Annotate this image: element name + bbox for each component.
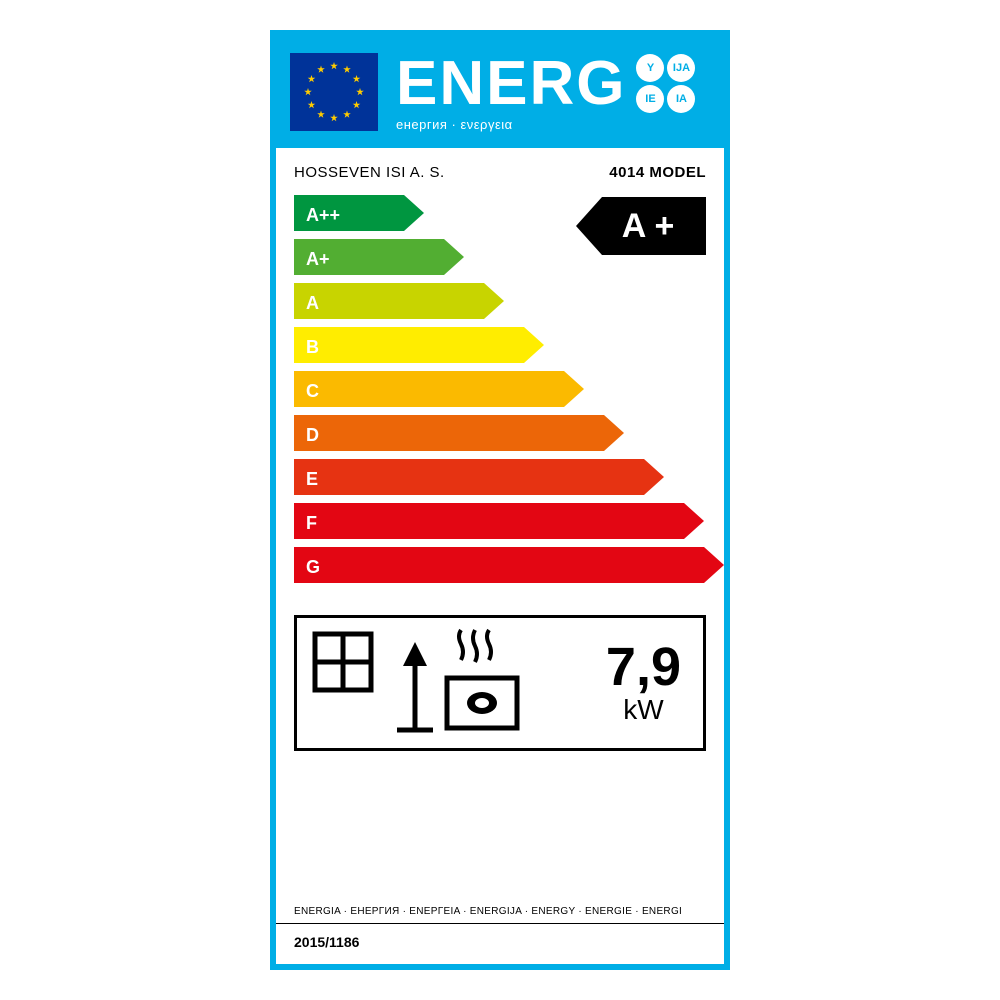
- lang-chip: IE: [636, 85, 664, 113]
- lang-chip: IA: [667, 85, 695, 113]
- svg-text:G: G: [306, 557, 320, 577]
- svg-text:A: A: [306, 293, 319, 313]
- svg-text:E: E: [306, 469, 318, 489]
- efficiency-arrow: C: [294, 371, 724, 409]
- efficiency-arrow: E: [294, 459, 724, 497]
- efficiency-arrow: A: [294, 283, 724, 321]
- efficiency-arrow: B: [294, 327, 724, 365]
- energ-title: ENERG: [396, 53, 626, 115]
- svg-text:B: B: [306, 337, 319, 357]
- eu-flag: [276, 36, 392, 148]
- lang-chip-grid: YIJAIEIA: [636, 54, 695, 113]
- svg-text:A +: A +: [622, 207, 675, 245]
- efficiency-scale: A++ A+ A B C D E F G A +: [276, 191, 724, 607]
- supplier-model-row: HOSSEVEN ISI A. S. 4014 MODEL: [276, 148, 724, 191]
- power-value-block: 7,9 kW: [606, 640, 681, 726]
- power-unit: kW: [606, 694, 681, 726]
- model-name: 4014 MODEL: [609, 164, 706, 181]
- regulation-number: 2015/1186: [276, 924, 724, 964]
- footer-lang-strip: ENERGIA · ЕНЕРГИЯ · ΕΝΕΡΓΕΙΑ · ENERGIJA …: [276, 906, 724, 924]
- header-strip: ENERG YIJAIEIA енергия · ενεργεια: [276, 36, 724, 148]
- efficiency-arrow: F: [294, 503, 724, 541]
- power-value: 7,9: [606, 640, 681, 694]
- svg-text:A+: A+: [306, 249, 330, 269]
- efficiency-arrow: D: [294, 415, 724, 453]
- efficiency-arrow: G: [294, 547, 724, 585]
- lang-chip: Y: [636, 54, 664, 82]
- svg-text:A++: A++: [306, 205, 340, 225]
- svg-text:C: C: [306, 381, 319, 401]
- svg-text:D: D: [306, 425, 319, 445]
- energy-label: ENERG YIJAIEIA енергия · ενεργεια HOSSEV…: [270, 30, 730, 970]
- heater-pictogram: [311, 628, 531, 738]
- supplier-name: HOSSEVEN ISI A. S.: [294, 164, 445, 181]
- product-rating-badge: A +: [576, 197, 706, 260]
- energ-subtitle: енергия · ενεργεια: [396, 117, 716, 132]
- energ-wordmark: ENERG YIJAIEIA енергия · ενεργεια: [392, 36, 724, 148]
- lang-chip: IJA: [667, 54, 695, 82]
- heat-output-box: 7,9 kW: [294, 615, 706, 751]
- svg-text:F: F: [306, 513, 317, 533]
